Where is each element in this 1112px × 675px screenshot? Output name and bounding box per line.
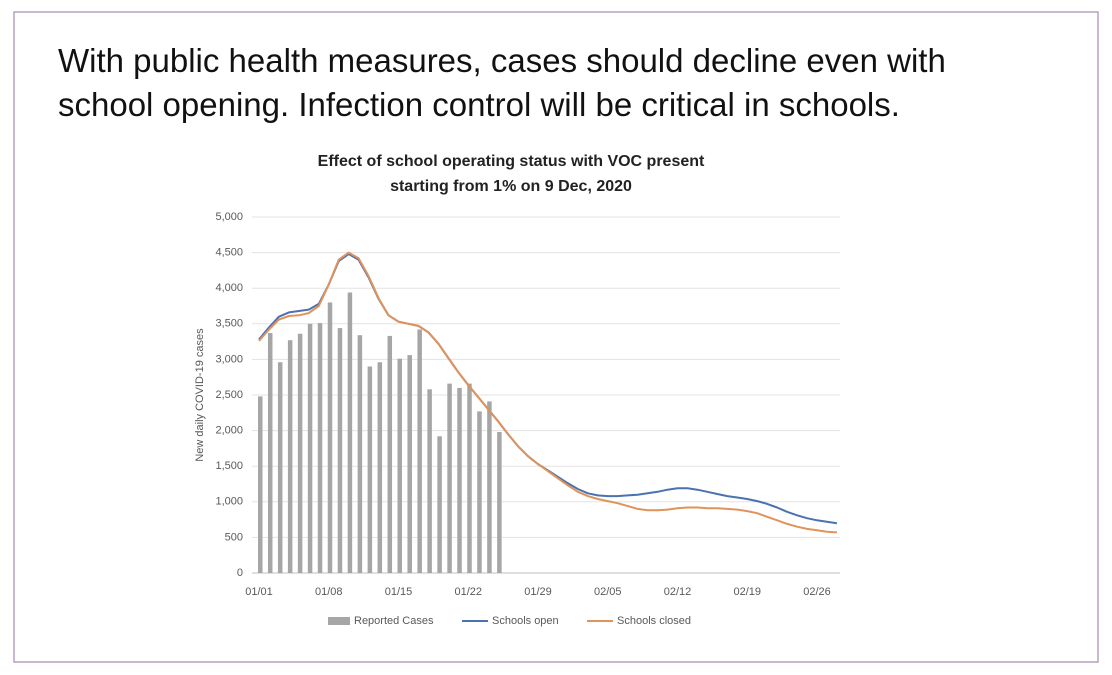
y-tick-label: 1,500 bbox=[215, 460, 243, 472]
bar bbox=[487, 401, 492, 573]
legend-label: Schools closed bbox=[617, 615, 691, 627]
bar bbox=[287, 340, 293, 573]
x-tick-label: 01/08 bbox=[315, 586, 343, 598]
y-tick-label: 4,500 bbox=[215, 247, 243, 259]
legend-label: Schools open bbox=[492, 615, 559, 627]
bar bbox=[417, 329, 422, 573]
bar bbox=[447, 383, 452, 573]
y-tick-label: 3,000 bbox=[215, 353, 243, 365]
heading-line: With public health measures, cases shoul… bbox=[58, 42, 946, 79]
bar bbox=[397, 358, 402, 573]
legend-label: Reported Cases bbox=[354, 615, 434, 627]
bar bbox=[467, 383, 472, 573]
x-tick-label: 02/26 bbox=[803, 586, 831, 598]
bar bbox=[277, 362, 283, 573]
x-tick-label: 01/01 bbox=[245, 586, 273, 598]
y-tick-label: 2,500 bbox=[215, 389, 243, 401]
bar bbox=[258, 396, 263, 573]
bar bbox=[477, 411, 482, 573]
bar bbox=[337, 328, 343, 573]
y-tick-label: 0 bbox=[237, 567, 243, 579]
bar bbox=[267, 333, 273, 573]
bar bbox=[387, 335, 393, 573]
bar bbox=[437, 436, 442, 573]
bar bbox=[327, 302, 333, 573]
y-tick-label: 500 bbox=[225, 531, 243, 543]
x-tick-label: 02/19 bbox=[733, 586, 761, 598]
slide-border bbox=[13, 11, 1099, 663]
bar bbox=[297, 333, 303, 573]
x-tick-label: 01/29 bbox=[524, 586, 552, 598]
bar bbox=[497, 432, 502, 573]
bar bbox=[377, 362, 383, 573]
heading-line: school opening. Infection control will b… bbox=[58, 86, 900, 123]
y-tick-label: 4,000 bbox=[215, 282, 243, 294]
y-tick-label: 2,000 bbox=[215, 425, 243, 437]
bar bbox=[367, 366, 373, 573]
chart-title: starting from 1% on 9 Dec, 2020 bbox=[390, 178, 632, 195]
bar bbox=[357, 335, 363, 573]
bar bbox=[407, 355, 412, 573]
chart-title: Effect of school operating status with V… bbox=[318, 153, 705, 170]
x-tick-label: 01/22 bbox=[454, 586, 482, 598]
bar bbox=[427, 389, 432, 573]
x-tick-label: 01/15 bbox=[385, 586, 413, 598]
x-tick-label: 02/12 bbox=[664, 586, 692, 598]
x-tick-label: 02/05 bbox=[594, 586, 622, 598]
bar bbox=[317, 323, 323, 573]
y-tick-label: 3,500 bbox=[215, 318, 243, 330]
y-tick-label: 1,000 bbox=[215, 496, 243, 508]
line-series bbox=[258, 251, 837, 534]
y-axis-label: New daily COVID-19 cases bbox=[194, 328, 206, 462]
bar bbox=[347, 292, 353, 573]
bar bbox=[457, 387, 462, 573]
bar bbox=[307, 323, 313, 573]
legend-swatch bbox=[328, 617, 350, 625]
y-tick-label: 5,000 bbox=[215, 211, 243, 223]
